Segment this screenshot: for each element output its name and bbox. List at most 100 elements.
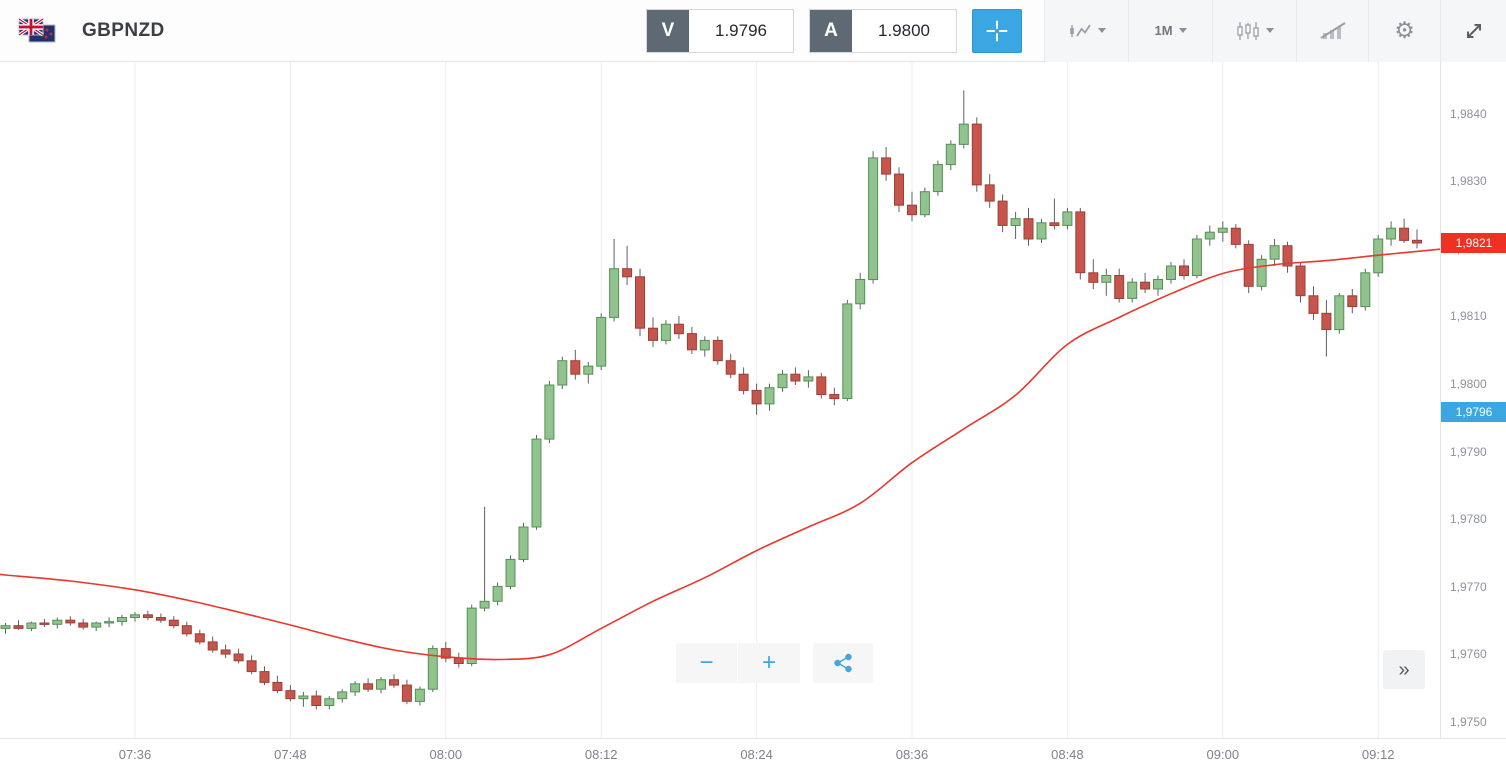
candle xyxy=(26,621,37,632)
time-tick-label: 07:48 xyxy=(274,747,307,762)
moving-average-line xyxy=(0,248,1440,661)
candle xyxy=(1023,207,1034,246)
chart-zoom-controls: − + xyxy=(676,643,873,683)
candle xyxy=(1295,262,1306,303)
candle xyxy=(272,675,283,694)
candle xyxy=(764,383,775,411)
bid-price-badge: 1,9796 xyxy=(1441,402,1506,423)
candle xyxy=(1386,221,1397,246)
candle xyxy=(104,617,115,627)
sell-quote-value: 1.9796 xyxy=(715,20,767,40)
candle xyxy=(1101,268,1112,296)
candle xyxy=(997,194,1008,233)
candle xyxy=(91,621,102,632)
candle xyxy=(117,614,127,626)
price-tick-label: 1,9770 xyxy=(1450,579,1487,594)
scroll-to-latest-button[interactable]: » xyxy=(1383,650,1425,689)
candle xyxy=(259,666,270,686)
expand-button[interactable] xyxy=(1440,0,1506,62)
price-tick-label: 1,9790 xyxy=(1450,444,1487,459)
share-icon xyxy=(833,653,853,673)
time-tick-label: 09:00 xyxy=(1206,747,1240,762)
candle xyxy=(648,317,658,348)
time-axis[interactable]: 07:36 07:48 08:00 08:12 08:24 08:36 08:48 09:00… xyxy=(0,738,1506,770)
candle xyxy=(363,678,374,692)
candle xyxy=(246,655,257,675)
share-button[interactable] xyxy=(813,643,873,683)
candle xyxy=(1114,268,1125,303)
time-tick-label: 07:36 xyxy=(118,747,152,762)
candlestick-chart xyxy=(0,62,1440,738)
time-tick-label: 08:48 xyxy=(1051,747,1084,762)
candle xyxy=(855,272,866,310)
chart-type-button[interactable] xyxy=(1044,0,1128,62)
candle xyxy=(699,336,710,357)
candle xyxy=(130,612,140,622)
price-tick-label: 1,9760 xyxy=(1450,647,1487,662)
candle xyxy=(401,679,412,705)
candle xyxy=(945,140,956,170)
candle xyxy=(1243,240,1254,294)
timeframe-label: 1M xyxy=(1154,23,1173,38)
candle xyxy=(1127,278,1138,303)
price-tick-label: 1,9830 xyxy=(1450,174,1487,189)
candle xyxy=(790,367,801,385)
candle xyxy=(725,353,736,379)
candle xyxy=(324,696,335,710)
candle xyxy=(311,690,322,710)
candle xyxy=(1217,221,1228,242)
settings-button[interactable]: ⚙ xyxy=(1368,0,1440,62)
candle xyxy=(570,349,581,380)
candle xyxy=(181,621,192,637)
last-price-badge: 1,9821 xyxy=(1441,233,1506,254)
candle xyxy=(505,555,516,590)
time-tick-label: 09:12 xyxy=(1361,747,1395,762)
candle xyxy=(414,686,425,706)
time-tick-label: 08:24 xyxy=(740,747,773,762)
zoom-in-button[interactable]: + xyxy=(738,643,800,683)
sell-quote-label: V xyxy=(647,9,689,52)
candle xyxy=(894,167,904,212)
buy-quote-button[interactable]: A 1.9800 xyxy=(809,8,957,53)
price-tick-label: 1,9780 xyxy=(1450,512,1487,527)
toolbar: GBPNZD V 1.9796 A 1.9800 xyxy=(0,0,1506,62)
candle xyxy=(466,604,477,667)
price-axis[interactable]: 1,98401,98301,98201,98101,98001,97901,97… xyxy=(1440,62,1506,738)
candle xyxy=(1399,218,1410,243)
candle xyxy=(1269,239,1280,266)
candle xyxy=(1334,293,1345,334)
candle xyxy=(829,387,840,406)
candle xyxy=(803,370,814,388)
candle-style-button[interactable] xyxy=(1212,0,1296,62)
crosshair-icon xyxy=(985,19,1009,43)
candle xyxy=(686,326,697,354)
candle xyxy=(544,380,555,444)
time-tick-label: 08:12 xyxy=(584,747,618,762)
buy-quote-value: 1.9800 xyxy=(878,20,930,40)
candle xyxy=(479,506,490,612)
candle xyxy=(1153,275,1163,296)
candle xyxy=(155,613,166,623)
chevron-down-icon xyxy=(1265,28,1274,33)
chart-area[interactable]: − + » xyxy=(0,62,1440,738)
candle xyxy=(907,191,917,222)
indicators-button[interactable] xyxy=(1296,0,1368,62)
zoom-out-button[interactable]: − xyxy=(676,643,738,683)
candle xyxy=(1191,234,1202,279)
chart-type-icon xyxy=(1068,21,1092,41)
crosshair-tool-button[interactable] xyxy=(972,8,1022,53)
candle xyxy=(971,117,982,192)
time-tick-label: 08:36 xyxy=(895,747,929,762)
candle xyxy=(1230,224,1241,249)
candle xyxy=(622,245,633,285)
candle xyxy=(1360,268,1371,311)
sell-quote-button[interactable]: V 1.9796 xyxy=(646,8,794,53)
candle xyxy=(168,616,179,629)
timeframe-button[interactable]: 1M xyxy=(1128,0,1212,62)
candle xyxy=(777,370,788,392)
candle xyxy=(984,174,995,208)
chevron-down-icon xyxy=(1178,28,1187,33)
candle xyxy=(1347,289,1358,314)
candle xyxy=(738,367,749,395)
candle xyxy=(1204,225,1215,246)
